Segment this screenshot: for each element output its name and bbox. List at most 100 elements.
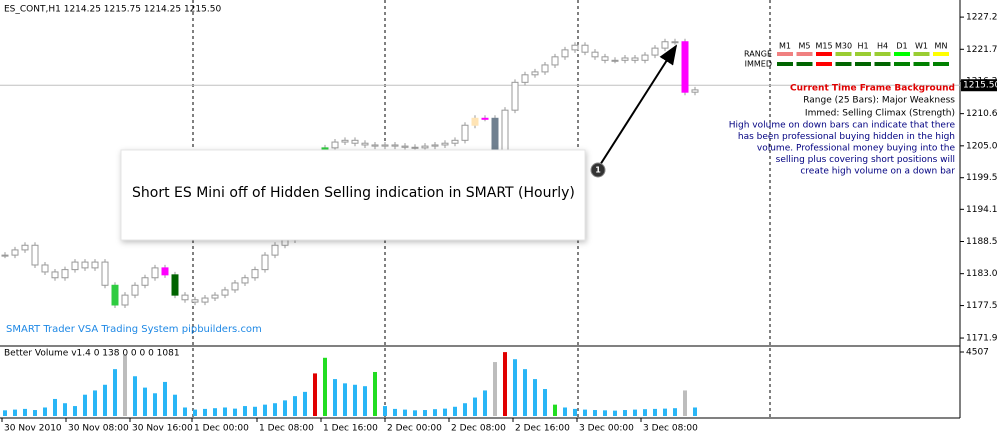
candle-body [531,71,539,76]
volume-bar [153,393,157,416]
candle-body [641,54,649,61]
x-tick-label: 30 Nov 08:00 [68,424,129,434]
volume-bar [423,410,427,416]
description-line: create high volume on a down bar [800,167,955,177]
volume-bar [493,362,497,416]
candle-body [561,49,569,58]
x-tick-label: 2 Dec 16:00 [515,424,570,434]
status-cell [874,62,891,66]
candle-body [391,144,399,147]
volume-bar [233,408,237,416]
volume-bar [573,408,577,416]
volume-bar [283,400,287,416]
volume-bar [473,397,477,416]
volume-bar [273,403,277,416]
volume-bar [483,390,487,416]
volume-bar [613,410,617,416]
volume-bar [383,406,387,416]
current-price-label: 1215.50 [963,81,998,91]
volume-bar [173,394,177,416]
volume-tick-label: 4507 [966,348,989,358]
volume-bar [533,379,537,416]
timeframe-label: M30 [835,42,852,51]
volume-bar [313,373,317,416]
candle-body [131,284,139,296]
volume-bar [143,387,147,416]
candle-body [51,271,59,279]
y-tick-label: 1210.60 [966,109,998,119]
volume-bar [73,406,77,416]
candle-body [191,299,199,303]
volume-bar [503,352,507,416]
candle-body [381,144,389,147]
volume-bar [203,408,207,416]
timeframe-label: H4 [877,42,888,51]
status-cell [874,52,891,56]
candle-body [571,44,579,51]
candle-body [31,244,39,266]
volume-bar [553,404,557,416]
volume-bar [413,410,417,416]
y-tick-label: 1199.55 [966,173,998,183]
x-tick-label: 2 Dec 08:00 [451,424,506,434]
status-cell [913,52,930,56]
candle-body [251,269,259,279]
volume-bar [663,408,667,416]
volume-title: Better Volume v1.4 0 138 0 0 0 0 1081 [4,349,180,359]
range-text: Range (25 Bars): Major Weakness [803,96,955,106]
volume-bar [463,403,467,416]
candle-body [201,297,209,303]
row-label: IMMED [745,60,772,69]
volume-bar [163,381,167,416]
volume-bar [13,409,17,416]
candle-body [581,44,589,53]
x-tick-label: 1 Dec 08:00 [259,424,314,434]
candle-body [541,64,549,73]
description-line: High volume on down bars can indicate th… [729,121,956,131]
candle-body [501,109,509,151]
candle-body [661,41,669,49]
status-cell [816,62,832,66]
volume-bar [453,406,457,416]
candle-body [41,264,49,273]
candle-body [671,41,679,44]
y-tick-label: 1188.55 [966,237,998,247]
candle-body [361,142,369,146]
candle-body [461,124,469,141]
x-tick-label: 2 Dec 00:00 [387,424,442,434]
candle-body [81,261,89,269]
status-cell [933,62,949,66]
status-cell [777,52,793,56]
candle-body [651,47,659,56]
y-tick-label: 1183.00 [966,269,998,279]
timeframe-label: D1 [896,42,907,51]
candle-body [691,89,699,93]
volume-bar [683,390,687,416]
candle-body [261,254,269,271]
candle-body [591,51,599,58]
volume-bar [63,403,67,416]
description-line: has been professional buying hidden in t… [738,132,955,142]
candle-body [281,239,289,246]
candle-body [351,139,359,144]
candle-body [411,146,419,149]
candle-body [181,294,189,301]
candle-body [341,139,349,143]
y-tick-label: 1227.25 [966,13,998,23]
candle-body [331,141,339,149]
candle-body [621,57,629,61]
volume-bar [123,354,127,416]
annotation-marker [590,162,606,178]
candle-body [481,117,489,120]
candle-body [141,277,149,286]
volume-bar [563,407,567,416]
candle-body [521,74,529,83]
volume-bar [583,409,587,416]
volume-bar [393,408,397,416]
volume-bar [53,398,57,416]
x-tick-label: 30 Nov 2010 [4,424,62,434]
volume-bar [403,409,407,416]
candle-body [371,144,379,147]
volume-bar [443,408,447,416]
candle-body [271,244,279,256]
